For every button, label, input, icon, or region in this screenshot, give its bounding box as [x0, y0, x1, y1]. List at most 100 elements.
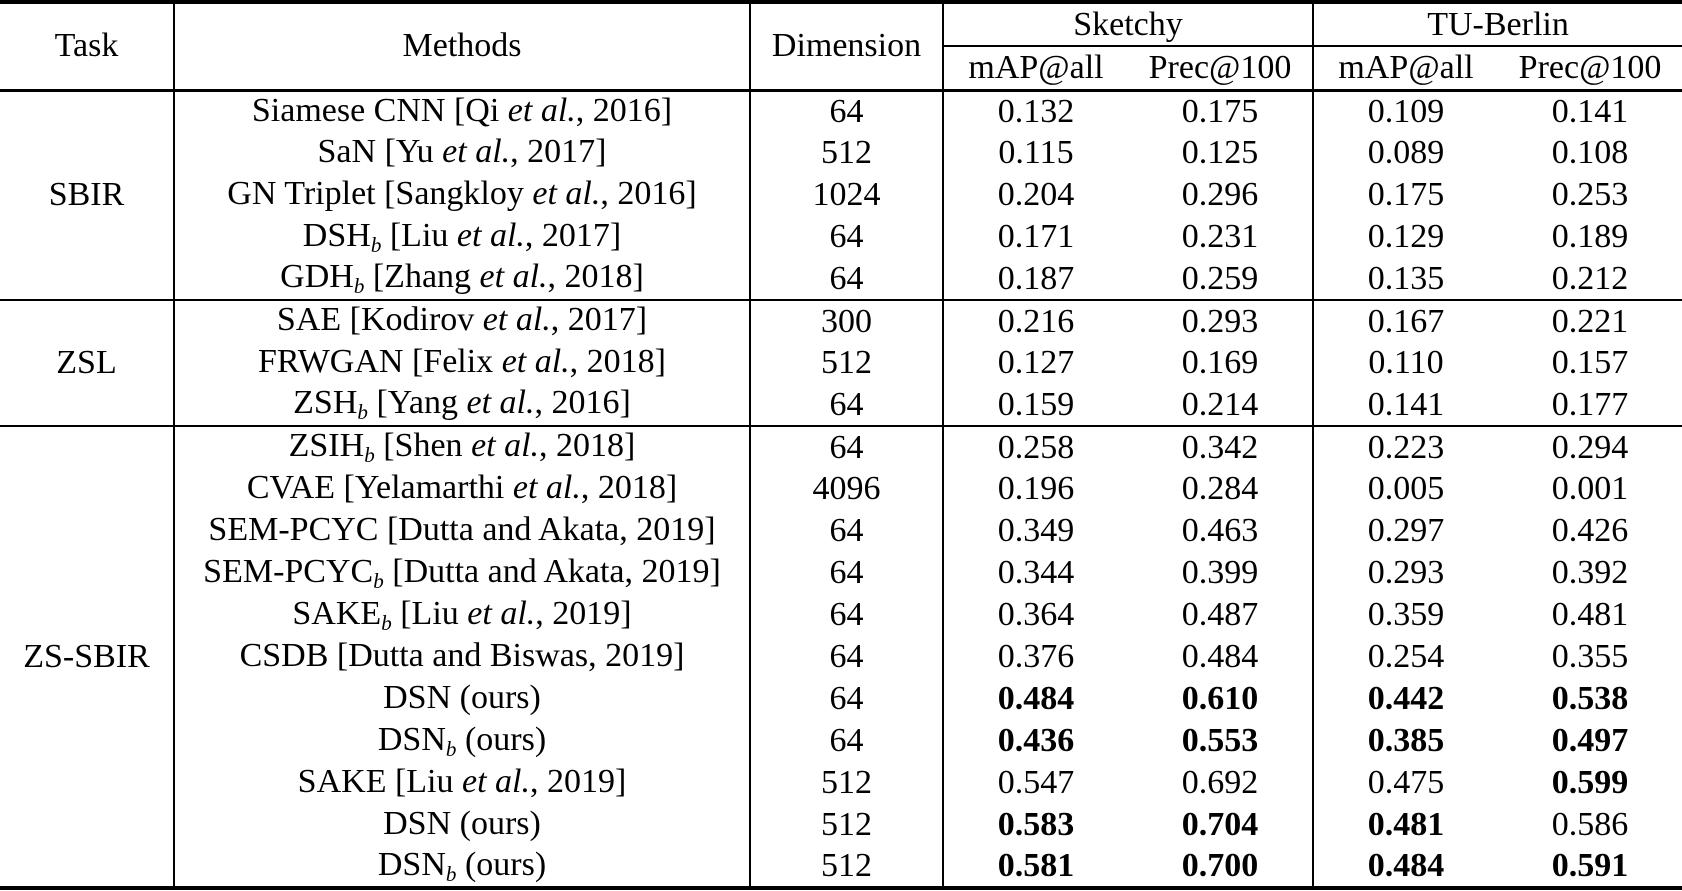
method-citation-close: , 2016] [534, 384, 631, 422]
tu-prec-cell: 0.157 [1551, 344, 1629, 382]
method-name: FRWGAN [258, 342, 404, 380]
header-methods: Methods [173, 2, 750, 92]
sketchy-map-cell: 0.196 [942, 468, 1128, 510]
tu-map-cell: 0.254 [1312, 636, 1499, 678]
method-citation-open: [Yang [367, 384, 467, 422]
table-header: Task Methods Dimension Sketchy TU-Berlin… [0, 2, 1682, 92]
sketchy-prec-cell: 0.125 [1181, 134, 1259, 172]
table-row: ZSL SAE [Kodirov et al., 2017] 300 0.216 … [0, 299, 1682, 426]
table-row: CVAE [Yelamarthi et al., 2018] 4096 0.19… [0, 468, 1682, 510]
sketchy-map-cell: 0.583 [942, 804, 1128, 846]
tu-prec-cell: 0.001 [1551, 470, 1629, 508]
table-row: DSNb (ours) 512 0.581 0.700 0.484 0.591 [0, 846, 1682, 888]
method-citation-open: [Liu [381, 216, 457, 254]
method-citation-close: , 2018] [569, 342, 666, 380]
sketchy-prec-cell: 0.692 [1181, 764, 1259, 802]
method-citation-open: (ours) [456, 720, 547, 758]
method-cell: SEM-PCYCb [Dutta and Akata, 2019] [173, 552, 750, 594]
method-name: CVAE [246, 468, 335, 506]
task-group-label: ZSL [0, 299, 174, 426]
method-cell: SaN [Yu et al., 2017] [173, 132, 750, 174]
method-citation-open: [Shen [374, 427, 472, 465]
sketchy-prec-cell: 0.342 [1128, 425, 1314, 468]
header-row-1: Task Methods Dimension Sketchy TU-Berlin [0, 2, 1682, 92]
sketchy-prec-cell: 0.700 [1181, 847, 1259, 885]
method-cell: CSDB [Dutta and Biswas, 2019] [173, 636, 750, 678]
method-name: CSDB [239, 636, 329, 674]
dimension-cell: 64 [749, 216, 943, 258]
method-citation-close: , 2018] [547, 258, 644, 296]
sketchy-map-cell: 0.484 [942, 678, 1128, 720]
tu-prec-cell: 0.294 [1498, 425, 1682, 468]
method-citation-open: (ours) [456, 846, 547, 883]
sketchy-prec-cell: 0.175 [1181, 92, 1259, 130]
sketchy-prec-cell: 0.296 [1181, 176, 1259, 214]
tu-prec-cell: 0.253 [1551, 176, 1629, 214]
method-cell: FRWGAN [Felix et al., 2018] [173, 342, 750, 384]
subheader-tu-prec: Prec@100 [1498, 46, 1682, 92]
tu-prec-cell: 0.108 [1551, 134, 1629, 172]
tu-prec-cell: 0.141 [1551, 92, 1629, 130]
method-etal: et al. [479, 258, 548, 296]
dimension-cell: 64 [749, 594, 943, 636]
method-name: DSN [383, 678, 452, 716]
sketchy-prec-cell: 0.463 [1181, 512, 1259, 550]
sketchy-prec-cell: 0.231 [1181, 218, 1259, 256]
dimension-cell: 64 [749, 90, 943, 132]
method-name: DSN [383, 804, 452, 842]
sketchy-map-cell: 0.344 [942, 552, 1128, 594]
method-citation-open: [Yu [376, 132, 443, 170]
tu-map-cell: 0.129 [1312, 216, 1499, 258]
method-citation-open: [Felix [403, 342, 502, 380]
table-row: ZSHb [Yang et al., 2016] 64 0.159 0.214 … [0, 384, 1682, 426]
header-group-sketchy: Sketchy [941, 2, 1314, 47]
method-citation-close: , 2016] [600, 174, 697, 212]
dimension-cell: 1024 [749, 174, 943, 216]
tu-prec-cell: 0.599 [1551, 764, 1629, 802]
header-dimension: Dimension [749, 2, 943, 92]
sketchy-map-cell: 0.216 [942, 299, 1128, 342]
method-cell: SEM-PCYC [Dutta and Akata, 2019] [173, 510, 750, 552]
method-name: SAE [276, 301, 342, 339]
method-name: SAKE [297, 762, 387, 800]
method-citation-open: [Yelamarthi [335, 468, 513, 506]
method-cell: DSNb (ours) [173, 720, 750, 762]
method-name: DSN [377, 846, 446, 883]
method-subscript: b [373, 568, 384, 593]
dimension-cell: 64 [749, 384, 943, 426]
dimension-cell: 512 [749, 804, 943, 846]
method-cell: DSN (ours) [173, 804, 750, 846]
sketchy-prec-cell: 0.284 [1181, 470, 1259, 508]
method-subscript: b [357, 400, 368, 425]
sketchy-prec-cell: 0.214 [1181, 385, 1259, 423]
tu-prec-cell: 0.189 [1551, 218, 1629, 256]
method-subscript: b [445, 861, 457, 886]
method-citation-open: [Zhang [364, 258, 480, 296]
method-name: GN Triplet [227, 174, 376, 212]
sketchy-map-cell: 0.204 [942, 174, 1128, 216]
method-citation-open: [Liu [391, 594, 468, 632]
method-cell: ZSIHb [Shen et al., 2018] [173, 425, 750, 468]
method-citation-open: [Qi [445, 91, 508, 129]
method-name: GDH [280, 258, 354, 296]
task-group-label: SBIR [48, 176, 125, 214]
method-cell: GN Triplet [Sangkloy et al., 2016] [173, 174, 750, 216]
tu-map-cell: 0.484 [1312, 846, 1499, 888]
dimension-cell: 64 [749, 636, 943, 678]
subheader-sketchy-prec: Prec@100 [1128, 46, 1314, 92]
table-row: SaN [Yu et al., 2017] 512 0.115 0.125 0.… [0, 132, 1682, 174]
sketchy-prec-cell: 0.704 [1181, 806, 1259, 844]
method-etal: et al. [442, 132, 511, 170]
dimension-cell: 300 [749, 299, 943, 342]
method-subscript: b [381, 610, 392, 635]
method-name: Siamese CNN [251, 91, 446, 129]
dimension-cell: 4096 [749, 468, 943, 510]
sketchy-map-cell: 0.364 [942, 594, 1128, 636]
method-citation-open: (ours) [451, 804, 541, 842]
tu-map-cell: 0.141 [1312, 384, 1499, 426]
method-cell: CVAE [Yelamarthi et al., 2018] [173, 468, 750, 510]
sketchy-prec-cell: 0.553 [1181, 722, 1259, 760]
table-row: FRWGAN [Felix et al., 2018] 512 0.127 0.… [0, 342, 1682, 384]
method-name: ZSIH [288, 427, 365, 465]
